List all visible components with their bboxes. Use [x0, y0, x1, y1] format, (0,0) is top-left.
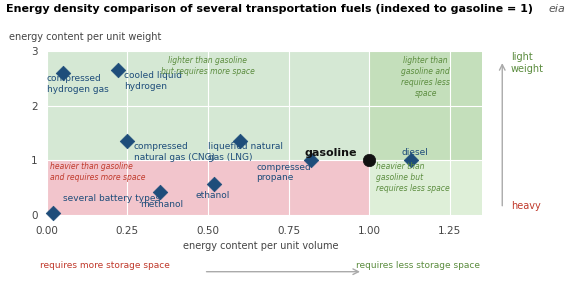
- Text: compressed
hydrogen gas: compressed hydrogen gas: [46, 74, 108, 94]
- Text: liquefied natural
gas (LNG): liquefied natural gas (LNG): [208, 142, 283, 162]
- Text: requires less storage space: requires less storage space: [356, 261, 480, 270]
- Text: heavier than gasoline
and requires more space: heavier than gasoline and requires more …: [50, 162, 145, 182]
- Point: [406, 158, 416, 163]
- Point: [48, 210, 57, 215]
- Bar: [46, 51, 369, 160]
- Text: compressed
natural gas (CNG): compressed natural gas (CNG): [134, 142, 215, 162]
- Point: [58, 71, 67, 75]
- Text: Energy density comparison of several transportation fuels (indexed to gasoline =: Energy density comparison of several tra…: [6, 4, 533, 14]
- Text: heavy: heavy: [511, 201, 541, 211]
- Bar: [369, 51, 482, 160]
- Point: [155, 190, 164, 194]
- Text: diesel: diesel: [401, 148, 428, 157]
- Bar: [369, 160, 482, 215]
- Bar: [46, 160, 369, 215]
- Text: heavier than
gasoline but
requires less space: heavier than gasoline but requires less …: [376, 162, 449, 193]
- Text: energy content per unit weight: energy content per unit weight: [9, 32, 162, 42]
- Text: light
weight: light weight: [511, 52, 544, 74]
- Point: [210, 182, 219, 186]
- Text: eia: eia: [549, 4, 565, 14]
- Text: lighter than gasoline
but requires more space: lighter than gasoline but requires more …: [161, 55, 255, 76]
- Text: methanol: methanol: [140, 200, 183, 208]
- Text: ethanol: ethanol: [195, 191, 230, 200]
- Text: gasoline: gasoline: [305, 148, 357, 158]
- Text: requires more storage space: requires more storage space: [40, 261, 170, 270]
- Text: compressed
propane: compressed propane: [257, 162, 311, 182]
- Point: [307, 158, 316, 163]
- Point: [113, 68, 122, 73]
- Text: lighter than
gasoline and
requires less
space: lighter than gasoline and requires less …: [401, 55, 450, 98]
- Point: [235, 139, 245, 144]
- Point: [364, 158, 374, 163]
- X-axis label: energy content per unit volume: energy content per unit volume: [184, 241, 339, 251]
- Text: several battery types: several battery types: [63, 194, 160, 203]
- Point: [123, 139, 132, 144]
- Text: cooled liquid
hydrogen: cooled liquid hydrogen: [124, 72, 182, 91]
